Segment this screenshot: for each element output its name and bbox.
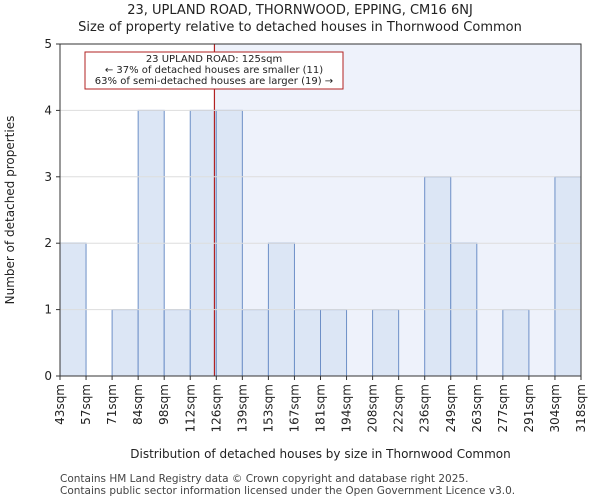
bar-277sqm [502, 309, 530, 377]
x-tick-208sqm: 208sqm [366, 384, 380, 432]
y-tick-1: 1 [44, 303, 52, 317]
x-tick-167sqm: 167sqm [287, 384, 301, 432]
bar-208sqm [372, 309, 400, 377]
bar-167sqm [293, 309, 322, 377]
bar-181sqm [320, 309, 348, 377]
x-tick-318sqm: 318sqm [574, 384, 588, 432]
x-tick-98sqm: 98sqm [157, 384, 171, 425]
y-tick-0: 0 [44, 369, 52, 383]
marker-annotation: 23 UPLAND ROAD: 125sqm ← 37% of detached… [84, 51, 344, 90]
y-tick-5: 5 [44, 37, 52, 51]
footer-licence: Contains public sector information licen… [60, 485, 516, 497]
chart-subtitle: Size of property relative to detached ho… [78, 20, 522, 35]
annotation-line-3: 63% of semi-detached houses are larger (… [95, 76, 333, 87]
x-tick-labels: 43sqm 57sqm 71sqm 84sqm 98sqm 112sqm 126sqm 139… [53, 376, 588, 432]
annotation-line-2: ← 37% of detached houses are smaller (11… [105, 65, 323, 76]
x-tick-181sqm: 181sqm [314, 384, 328, 432]
x-tick-263sqm: 263sqm [470, 384, 484, 432]
chart-title: 23, UPLAND ROAD, THORNWOOD, EPPING, CM16… [127, 3, 473, 18]
bar-304sqm [554, 176, 582, 377]
bar-139sqm [241, 309, 269, 377]
histogram-chart: 0 1 2 3 4 5 43sqm 57sqm 71sqm 84sqm 98sqm 112sqm 12… [3, 37, 588, 461]
x-tick-43sqm: 43sqm [53, 384, 67, 425]
annotation-box [84, 51, 344, 90]
x-tick-236sqm: 236sqm [418, 384, 432, 432]
x-tick-71sqm: 71sqm [105, 384, 119, 425]
x-tick-112sqm: 112sqm [183, 384, 197, 432]
axes-group [59, 43, 582, 377]
x-tick-194sqm: 194sqm [340, 384, 354, 432]
bar-71sqm [111, 309, 139, 377]
y-axis-label: Number of detached properties [3, 116, 17, 305]
bar-236sqm [424, 176, 452, 377]
x-tick-84sqm: 84sqm [131, 384, 145, 425]
y-tick-labels: 0 1 2 3 4 5 [44, 37, 60, 383]
x-tick-139sqm: 139sqm [235, 384, 249, 432]
annotation-line-1: 23 UPLAND ROAD: 125sqm [146, 54, 282, 65]
x-tick-126sqm: 126sqm [209, 384, 223, 432]
x-tick-153sqm: 153sqm [261, 384, 275, 432]
x-tick-57sqm: 57sqm [79, 384, 93, 425]
y-tick-3: 3 [44, 170, 52, 184]
x-tick-291sqm: 291sqm [522, 384, 536, 432]
x-tick-277sqm: 277sqm [496, 384, 510, 432]
x-tick-304sqm: 304sqm [548, 384, 562, 432]
x-tick-249sqm: 249sqm [444, 384, 458, 432]
y-tick-2: 2 [44, 236, 52, 250]
y-tick-4: 4 [44, 103, 52, 117]
x-tick-222sqm: 222sqm [392, 384, 406, 432]
x-axis-label: Distribution of detached houses by size … [130, 447, 510, 461]
footer-copyright: Contains HM Land Registry data © Crown c… [60, 473, 469, 485]
bar-98sqm [163, 309, 191, 377]
